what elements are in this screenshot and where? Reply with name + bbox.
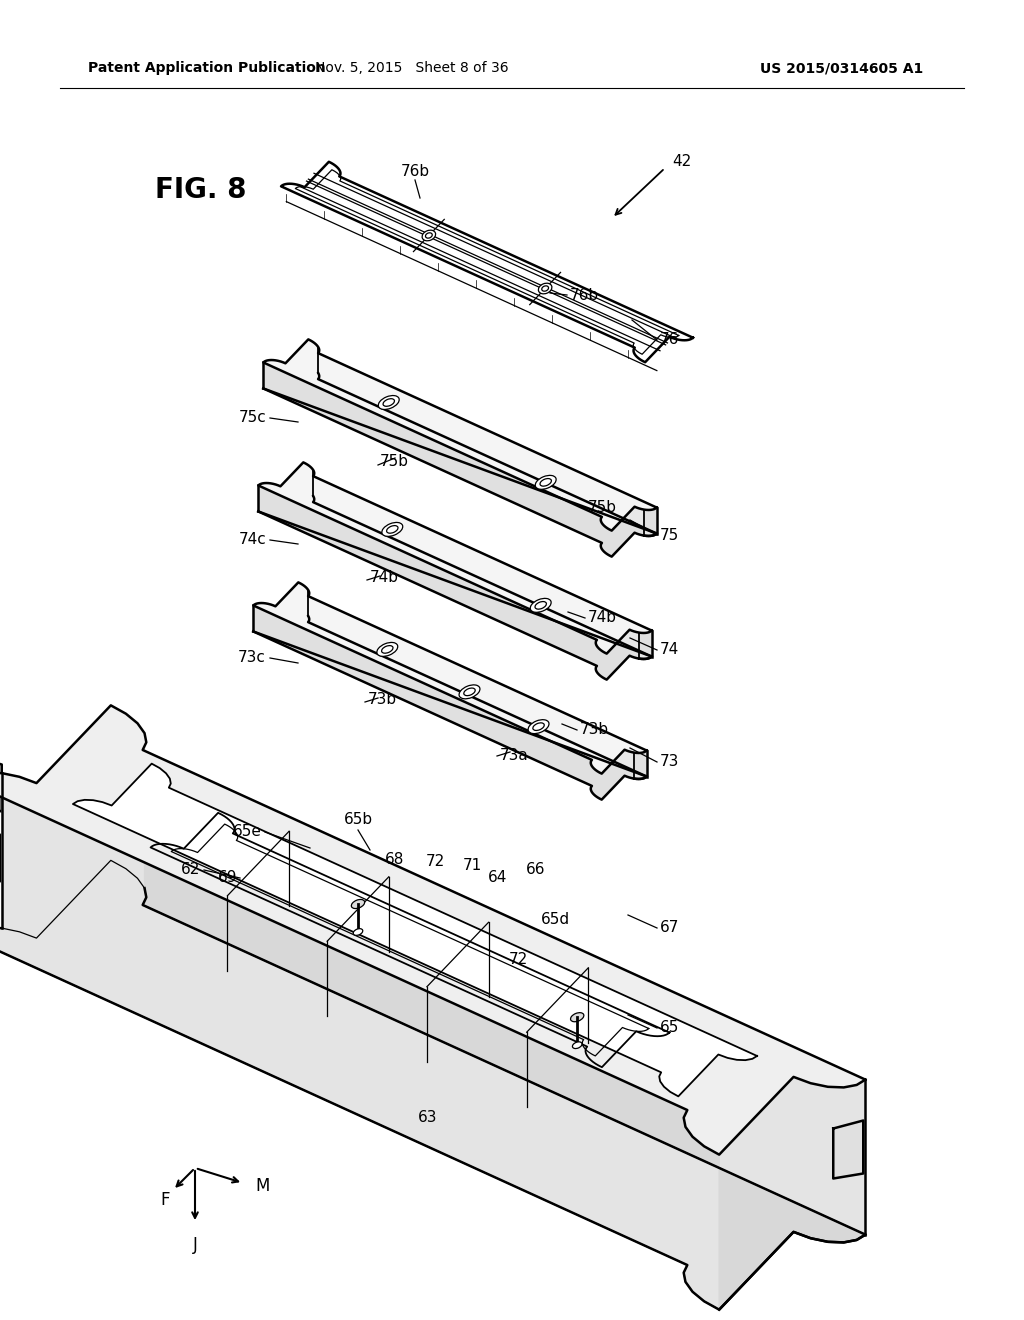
Ellipse shape [572,1041,582,1048]
Text: 63: 63 [418,1110,437,1126]
Polygon shape [293,1022,517,1138]
Polygon shape [73,764,757,1097]
Polygon shape [318,347,656,536]
Text: 76b: 76b [400,165,429,180]
Text: 67: 67 [660,920,679,936]
Text: 73c: 73c [239,651,266,665]
Ellipse shape [426,232,432,238]
Polygon shape [313,470,651,659]
Text: 72: 72 [425,854,444,870]
Polygon shape [258,462,651,653]
Ellipse shape [540,479,551,486]
Text: 71: 71 [463,858,481,873]
Ellipse shape [535,602,547,609]
Polygon shape [834,1121,863,1179]
Ellipse shape [422,230,435,240]
Ellipse shape [528,719,549,734]
Text: 42: 42 [672,154,691,169]
Ellipse shape [351,899,365,908]
Text: 74b: 74b [588,610,617,626]
Ellipse shape [459,685,480,698]
Text: 69: 69 [218,870,238,886]
Text: 72: 72 [508,953,527,968]
Ellipse shape [387,525,398,533]
Ellipse shape [353,929,362,936]
Polygon shape [0,705,865,1155]
Text: FIG. 8: FIG. 8 [155,176,247,205]
Ellipse shape [383,399,394,407]
Text: J: J [193,1236,198,1254]
Ellipse shape [542,286,549,292]
Polygon shape [258,486,651,680]
Text: 65b: 65b [343,813,373,828]
Text: 75c: 75c [239,411,266,425]
Ellipse shape [539,284,552,294]
Polygon shape [263,363,656,557]
Text: 75b: 75b [380,454,409,470]
Text: 73b: 73b [368,693,397,708]
Text: 65: 65 [660,1020,679,1035]
Ellipse shape [464,688,475,696]
Polygon shape [253,582,647,774]
Text: 73b: 73b [580,722,609,738]
Text: US 2015/0314605 A1: US 2015/0314605 A1 [760,61,924,75]
Polygon shape [281,162,693,362]
Text: 73a: 73a [500,748,528,763]
Text: Patent Application Publication: Patent Application Publication [88,61,326,75]
Ellipse shape [536,475,556,490]
Ellipse shape [377,643,397,656]
Text: 65d: 65d [541,912,569,928]
Polygon shape [308,590,647,779]
Ellipse shape [532,723,544,730]
Ellipse shape [382,523,402,536]
Text: 64: 64 [488,870,508,886]
Ellipse shape [570,1012,584,1022]
Ellipse shape [378,396,399,409]
Polygon shape [293,1052,355,1078]
Polygon shape [142,733,865,1309]
Text: M: M [255,1177,269,1195]
Ellipse shape [530,598,551,612]
Text: 74c: 74c [239,532,266,548]
Polygon shape [0,756,2,812]
Text: 73: 73 [660,755,679,770]
Polygon shape [0,861,865,1309]
Text: 75b: 75b [588,500,617,516]
Text: 76b: 76b [570,288,599,302]
Text: 65e: 65e [233,825,262,840]
Text: 68: 68 [385,853,404,867]
Text: F: F [160,1191,170,1209]
Text: 62: 62 [180,862,200,878]
Text: 66: 66 [526,862,546,878]
Text: 76: 76 [660,333,679,347]
Text: 74b: 74b [370,570,399,586]
Ellipse shape [382,645,393,653]
Text: Nov. 5, 2015   Sheet 8 of 36: Nov. 5, 2015 Sheet 8 of 36 [315,61,509,75]
Polygon shape [253,606,647,800]
Polygon shape [0,772,865,1309]
Polygon shape [263,339,656,531]
Text: 75: 75 [660,528,679,543]
Text: 74: 74 [660,643,679,657]
